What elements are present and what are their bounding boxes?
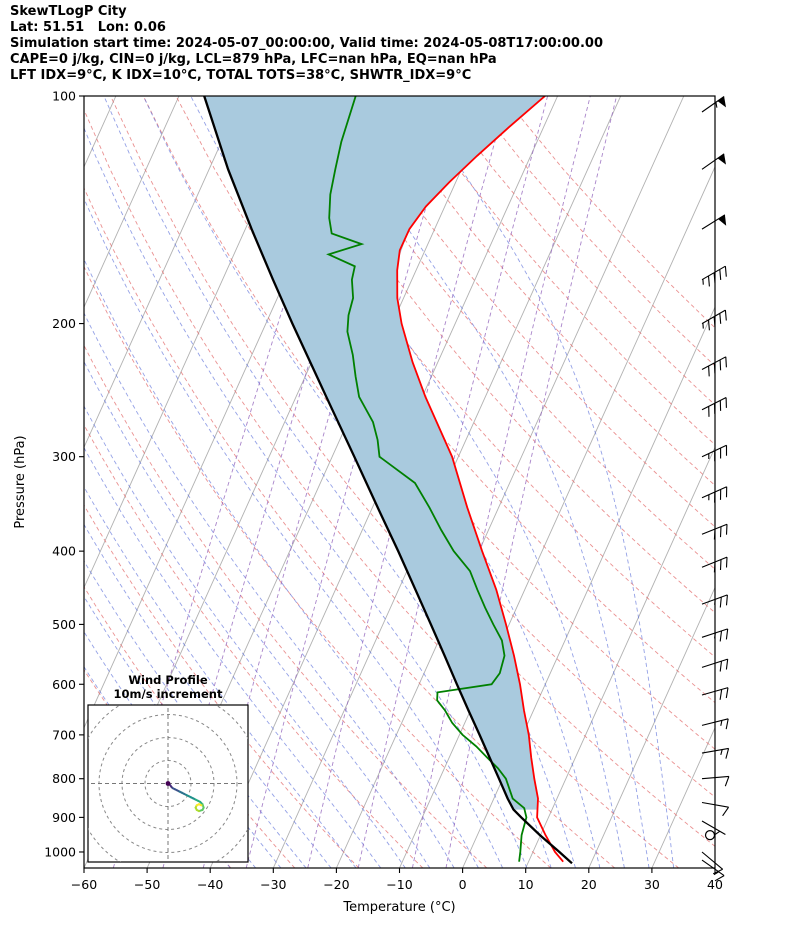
indices-line-2: LFT IDX=9°C, K IDX=10°C, TOTAL TOTS=38°C… <box>10 68 472 83</box>
temperature-curve <box>396 96 564 863</box>
pressure-tick-label: 200 <box>52 316 76 331</box>
chart-title: SkewTLogP City <box>10 4 127 19</box>
cape-cin-shading <box>204 96 545 810</box>
temperature-tick-label: −60 <box>71 877 97 892</box>
temperature-tick-label: −20 <box>323 877 349 892</box>
temperature-ticks: −60 −50 −40 −30 −20 −10 0 10 20 30 40 <box>71 868 723 892</box>
time-line: Simulation start time: 2024-05-07_00:00:… <box>10 36 603 51</box>
pressure-axis-label: Pressure (hPa) <box>13 435 28 528</box>
hodograph-trace <box>165 781 205 813</box>
wind-barbs-group <box>701 96 730 882</box>
pressure-tick-label: 300 <box>52 449 76 464</box>
pressure-ticks: 100 200 300 400 500 600 700 800 900 1000 <box>44 89 84 859</box>
pressure-tick-label: 500 <box>52 617 76 632</box>
hodograph-subtitle: 10m/s increment <box>114 687 223 701</box>
temperature-tick-label: −30 <box>260 877 286 892</box>
pressure-tick-label: 400 <box>52 544 76 559</box>
pressure-tick-label: 800 <box>52 771 76 786</box>
temperature-tick-label: 0 <box>459 877 467 892</box>
temperature-tick-label: 20 <box>581 877 597 892</box>
pressure-tick-label: 700 <box>52 727 76 742</box>
temperature-tick-label: 10 <box>518 877 534 892</box>
hodograph-title: Wind Profile <box>128 673 208 687</box>
temperature-tick-label: −50 <box>134 877 160 892</box>
pressure-tick-label: 100 <box>52 89 76 104</box>
temperature-tick-label: −10 <box>386 877 412 892</box>
indices-line-1: CAPE=0 j/kg, CIN=0 j/kg, LCL=879 hPa, LF… <box>10 52 497 67</box>
temperature-tick-label: 40 <box>707 877 723 892</box>
temperature-axis-label: Temperature (°C) <box>342 900 455 915</box>
pressure-tick-label: 1000 <box>44 844 76 859</box>
parcel-curve <box>203 96 573 865</box>
location-line: Lat: 51.51 Lon: 0.06 <box>10 20 166 35</box>
pressure-tick-label: 900 <box>52 810 76 825</box>
calm-wind-circle <box>704 830 716 841</box>
chart-header: SkewTLogP City Lat: 51.51 Lon: 0.06 Simu… <box>10 4 603 84</box>
temperature-tick-label: −40 <box>197 877 223 892</box>
temperature-tick-label: 30 <box>644 877 660 892</box>
pressure-tick-label: 600 <box>52 677 76 692</box>
